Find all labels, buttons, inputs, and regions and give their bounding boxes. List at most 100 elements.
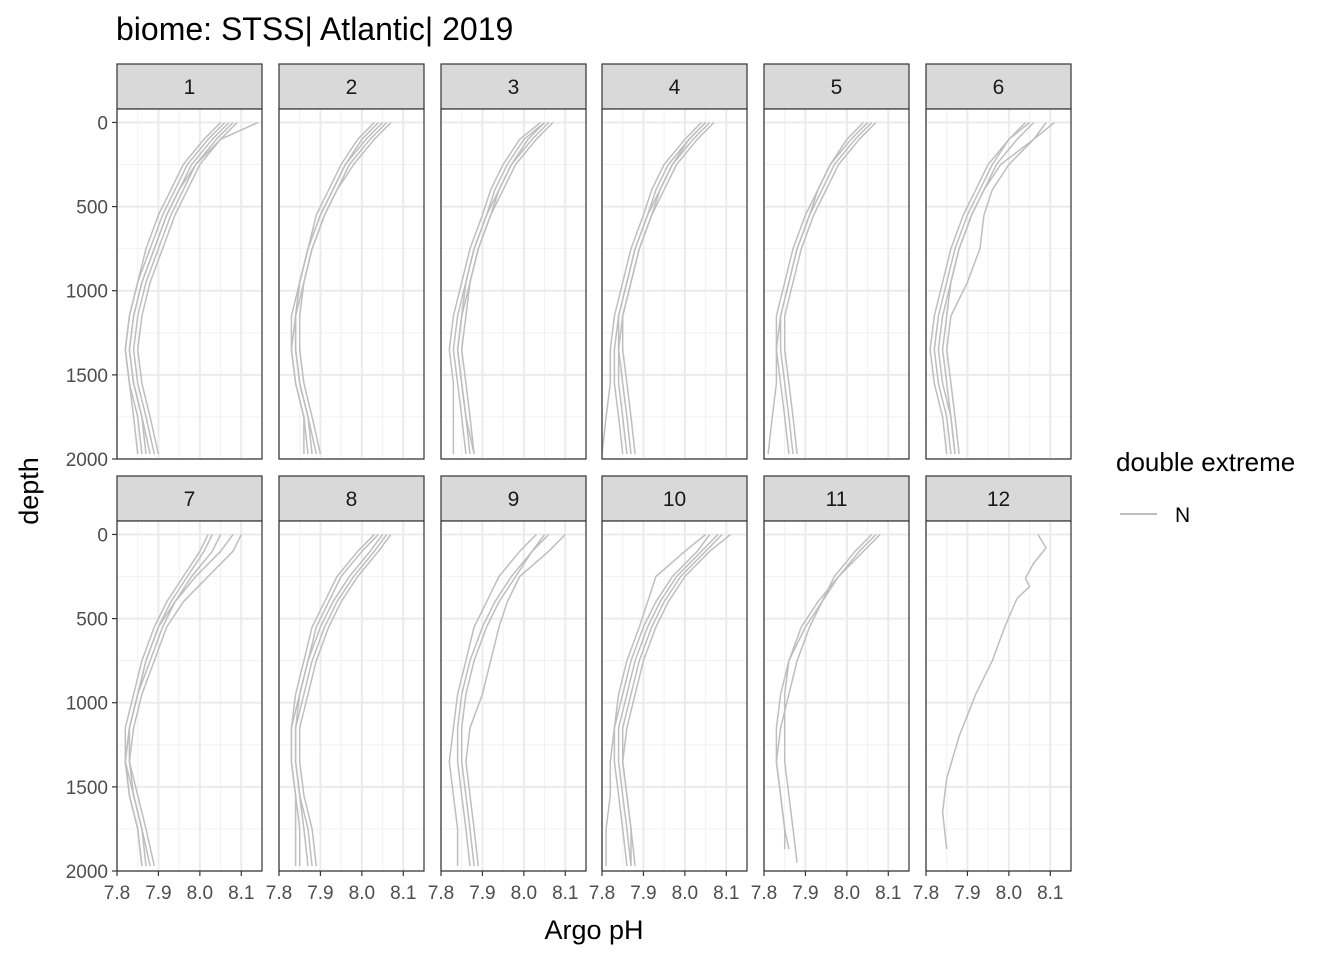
- facet-strip: [440, 475, 587, 522]
- facet-strip-label: 1: [184, 76, 196, 99]
- x-tick-label: 7.9: [630, 883, 656, 904]
- chart-title: biome: STSS| Atlantic| 2019: [116, 11, 513, 47]
- profile-line-4: [294, 121, 388, 455]
- profile-line-3: [783, 533, 877, 863]
- facet-panel-12: 12: [925, 475, 1072, 872]
- x-tick-label: 8.1: [228, 883, 254, 904]
- x-tick-label: 8.1: [875, 883, 901, 904]
- facet-strip-label: 6: [993, 76, 1005, 99]
- profile-line-4: [621, 121, 715, 455]
- x-tick-label: 7.8: [266, 883, 292, 904]
- x-tick-label: 8.0: [834, 883, 860, 904]
- facet-strip: [278, 63, 425, 110]
- facet-panel-2: 2: [278, 63, 425, 460]
- facet-strip: [440, 63, 587, 110]
- profile-line-4: [128, 534, 234, 867]
- y-tick-label: 1000: [66, 282, 108, 303]
- profile-line-6: [124, 121, 222, 455]
- profile-line-2: [128, 534, 242, 867]
- facet-strip-label: 8: [346, 488, 358, 511]
- facet-strip: [116, 63, 263, 110]
- y-tick-label: 2000: [66, 450, 108, 471]
- x-tick-label: 7.9: [145, 883, 171, 904]
- x-tick-label: 8.0: [187, 883, 213, 904]
- facet-strip-label: 12: [987, 488, 1010, 511]
- x-axis-label: Argo pH: [544, 915, 643, 945]
- facet-strip-label: 10: [663, 488, 686, 511]
- facet-strip: [925, 475, 1072, 522]
- facet-strip: [925, 63, 1072, 110]
- facet-panels: 1 2 3 4 5 67 8 9 10 11 12: [116, 63, 1072, 872]
- y-tick-label: 1500: [66, 366, 108, 387]
- facet-strip-label: 4: [669, 76, 681, 99]
- panel-border: [601, 108, 748, 460]
- x-tick-label: 7.8: [589, 883, 615, 904]
- legend: double extreme N: [1116, 447, 1295, 527]
- panel-border: [278, 108, 425, 460]
- panel-background: [926, 521, 1071, 871]
- profile-line-5: [456, 121, 546, 455]
- panel-border: [440, 520, 587, 872]
- x-tick-label: 8.0: [349, 883, 375, 904]
- facet-strip-label: 5: [831, 76, 843, 99]
- x-tick-label: 8.1: [713, 883, 739, 904]
- x-tick-label: 7.8: [428, 883, 454, 904]
- profile-line-3: [613, 533, 707, 867]
- profile-line-4: [294, 534, 388, 867]
- x-tick-label: 7.8: [751, 883, 777, 904]
- profile-line-5: [621, 533, 723, 866]
- panel-border: [763, 108, 910, 460]
- profile-line-1: [941, 534, 1047, 850]
- profile-line-5: [617, 121, 707, 455]
- profile-line-3: [448, 121, 541, 454]
- facet-strip: [278, 475, 425, 522]
- profile-line-3: [448, 533, 537, 866]
- facet-panel-3: 3: [440, 63, 587, 460]
- y-tick-label: 0: [97, 113, 108, 134]
- profile-line-5: [124, 534, 222, 867]
- profile-line-5: [290, 121, 379, 455]
- profile-line-2: [775, 533, 873, 850]
- x-tick-label: 7.8: [913, 883, 939, 904]
- x-tick-label: 8.0: [672, 883, 698, 904]
- facet-panel-10: 10: [601, 475, 748, 872]
- x-tick-label: 7.9: [307, 883, 333, 904]
- y-tick-label: 1500: [66, 778, 108, 799]
- facet-strip: [601, 63, 748, 110]
- x-tick-label: 8.1: [1037, 883, 1063, 904]
- x-tick-label: 8.1: [552, 883, 578, 904]
- facet-panel-11: 11: [763, 475, 910, 872]
- x-tick-label: 7.9: [954, 883, 980, 904]
- facet-strip-label: 9: [508, 488, 520, 511]
- facet-panel-9: 9: [440, 475, 587, 872]
- profile-line-2: [298, 534, 392, 867]
- panel-border: [763, 520, 910, 872]
- facet-strip-label: 7: [184, 488, 196, 511]
- profile-line-2: [465, 533, 566, 867]
- x-tick-label: 7.8: [104, 883, 130, 904]
- panel-border: [116, 520, 263, 872]
- x-tick-label: 7.9: [792, 883, 818, 904]
- profile-line-5: [941, 121, 1035, 455]
- facet-strip: [763, 63, 910, 110]
- profile-line-1: [933, 121, 1031, 455]
- profile-line-4: [460, 533, 550, 867]
- y-tick-label: 1000: [66, 694, 108, 715]
- facet-strip-label: 11: [826, 488, 848, 511]
- legend-entry-label: N: [1175, 504, 1190, 527]
- panel-border: [440, 108, 587, 460]
- profile-line-2: [945, 122, 1047, 455]
- x-tick-label: 7.9: [469, 883, 495, 904]
- facet-strip-label: 3: [508, 76, 520, 99]
- panel-border: [116, 108, 263, 460]
- x-tick-label: 8.0: [511, 883, 537, 904]
- profile-line-3: [783, 121, 877, 455]
- x-tick-label: 8.1: [390, 883, 416, 904]
- legend-title: double extreme: [1116, 447, 1295, 477]
- panel-border: [925, 108, 1072, 460]
- y-tick-label: 2000: [66, 862, 108, 883]
- facet-panel-1: 1: [116, 63, 263, 460]
- x-tick-label: 8.0: [996, 883, 1022, 904]
